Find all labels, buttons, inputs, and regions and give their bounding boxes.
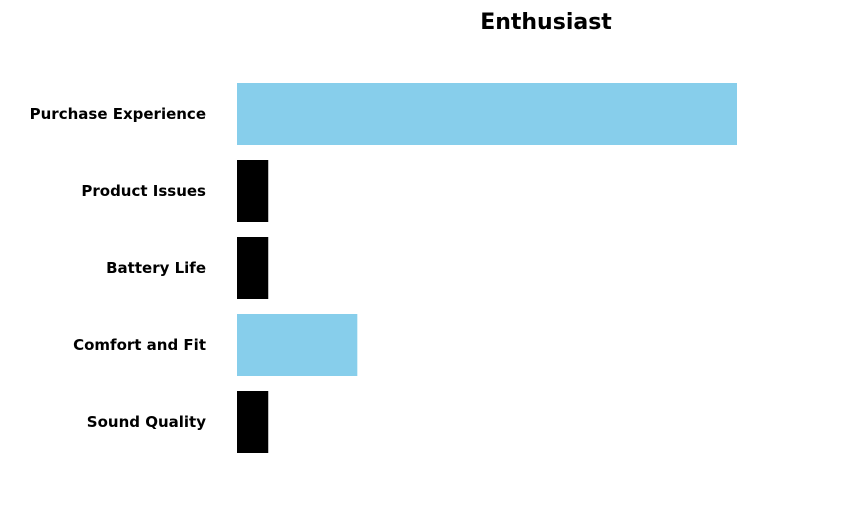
category-labels: Purchase Experience Product Issues Battery… xyxy=(30,105,207,431)
tick-label-product-issues: Product Issues xyxy=(81,182,206,200)
bar-purchase-experience xyxy=(237,83,737,145)
tick-label-purchase-experience: Purchase Experience xyxy=(30,105,206,123)
bar-comfort-and-fit xyxy=(237,314,358,376)
tick-label-battery-life: Battery Life xyxy=(106,259,206,277)
bar-battery-life xyxy=(237,237,269,299)
chart-title: Enthusiast xyxy=(480,10,612,35)
tick-label-sound-quality: Sound Quality xyxy=(87,413,206,431)
bar-product-issues xyxy=(237,160,269,222)
tick-label-comfort-and-fit: Comfort and Fit xyxy=(73,336,206,354)
bar-sound-quality xyxy=(237,391,269,453)
bars-layer xyxy=(237,83,737,453)
